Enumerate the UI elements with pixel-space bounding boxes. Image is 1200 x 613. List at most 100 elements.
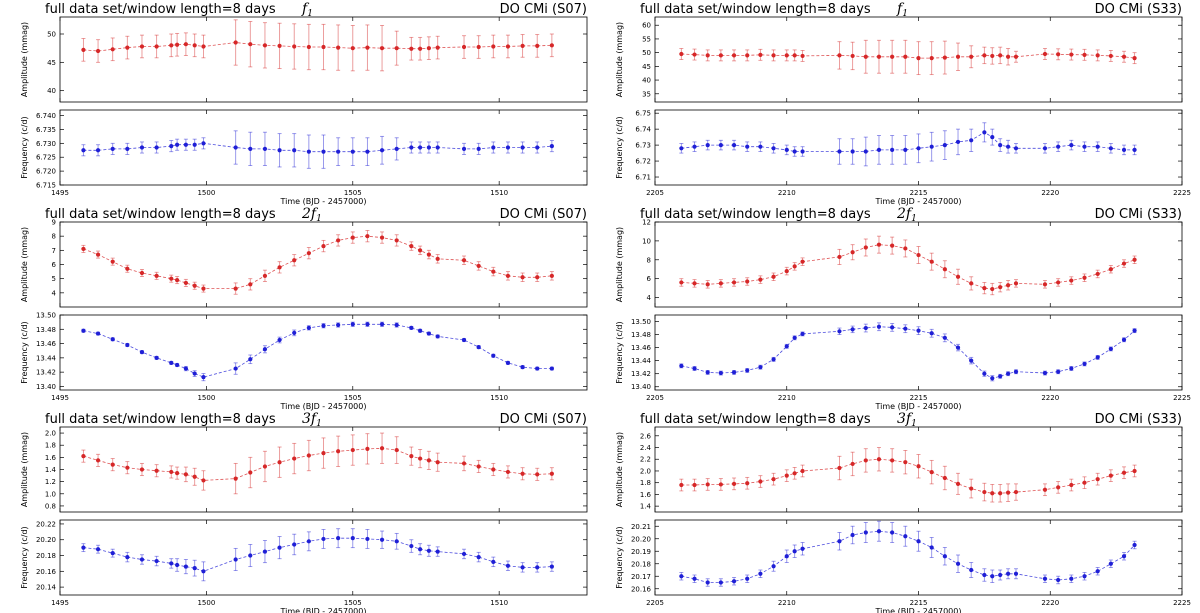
harmonic-coefficient: 3 — [897, 411, 906, 427]
amplitude-data-point — [969, 281, 974, 286]
amplitude-ytick-label: 0.8 — [45, 502, 56, 510]
frequency-ytick-label: 13.44 — [36, 354, 57, 362]
frequency-data-point — [418, 328, 423, 333]
amplitude-data-point — [705, 282, 710, 287]
frequency-data-point — [110, 146, 115, 151]
frequency-data-point — [792, 335, 797, 340]
amplitude-ylabel: Amplitude (mmag) — [20, 227, 29, 302]
frequency-data-point — [183, 142, 188, 147]
amplitude-data-point — [491, 467, 496, 472]
amplitude-ylabel: Amplitude (mmag) — [615, 22, 624, 97]
xlabel: Time (BJD - 2457000) — [875, 607, 962, 613]
amplitude-ylabel: Amplitude (mmag) — [20, 432, 29, 507]
amplitude-data-point — [758, 479, 763, 484]
frequency-ytick-label: 6.720 — [36, 168, 56, 176]
amplitude-data-point — [418, 456, 423, 461]
amplitude-series-line — [681, 53, 1135, 59]
frequency-data-point — [863, 530, 868, 535]
star-label: DO CMi (S07) — [500, 207, 587, 222]
amplitude-panel: 0.8 1.0 1.2 1.4 1.6 1.8 2.0 Amplitude (mmag) — [20, 426, 588, 513]
amplitude-data-point — [394, 46, 399, 51]
frequency-data-point — [731, 143, 737, 148]
frequency-data-point — [942, 554, 947, 559]
frequency-ytick-label: 13.40 — [631, 383, 651, 391]
amplitude-data-point — [505, 273, 511, 278]
amplitude-data-point — [81, 454, 86, 459]
amplitude-data-point — [277, 460, 282, 465]
xtick-label: 1500 — [197, 599, 215, 607]
frequency-data-point — [850, 532, 855, 538]
frequency-data-point — [1132, 147, 1137, 152]
amplitude-data-point — [81, 47, 86, 52]
star-label: DO CMi (S07) — [500, 412, 587, 427]
frequency-ytick-label: 13.48 — [36, 326, 56, 334]
amplitude-data-point — [110, 462, 115, 467]
amplitude-ylabel: Amplitude (mmag) — [615, 227, 624, 302]
frequency-ytick-label: 6.715 — [36, 182, 56, 190]
frequency-data-point — [784, 554, 789, 559]
amplitude-data-point — [998, 491, 1003, 496]
frequency-ylabel: Frequency (c/d) — [20, 526, 29, 588]
frequency-data-point — [125, 555, 130, 560]
xtick-label: 2215 — [910, 599, 928, 607]
amplitude-data-point — [876, 54, 882, 59]
xtick-label: 1510 — [490, 394, 508, 402]
amplitude-ytick-label: 2.0 — [640, 467, 651, 475]
xtick-label: 1505 — [344, 189, 362, 197]
harmonic-coefficient: 3 — [302, 411, 311, 427]
amplitude-data-point — [800, 468, 805, 474]
frequency-data-point — [1005, 144, 1011, 149]
chart-title: full data set/window length=8 days — [640, 207, 871, 222]
amplitude-data-point — [535, 43, 540, 49]
amplitude-data-point — [929, 259, 934, 264]
amplitude-data-point — [461, 44, 467, 50]
frequency-data-point — [95, 547, 101, 552]
frequency-data-point — [1069, 576, 1074, 581]
frequency-data-point — [998, 572, 1003, 578]
frequency-panel: 20.16 20.17 20.18 20.19 20.20 20.21 2205 2210 22… — [615, 519, 1191, 607]
frequency-data-point — [784, 147, 789, 152]
amplitude-data-point — [549, 273, 554, 278]
frequency-data-point — [784, 344, 789, 349]
frequency-data-point — [292, 330, 297, 335]
frequency-data-point — [418, 145, 423, 150]
frequency-data-point — [201, 569, 206, 574]
frequency-data-point — [292, 542, 297, 547]
amplitude-ytick-label: 2.6 — [640, 432, 652, 440]
frequency-data-point — [277, 337, 282, 343]
frequency-data-point — [139, 350, 145, 355]
xtick-label: 2205 — [646, 189, 664, 197]
amplitude-data-point — [942, 475, 947, 481]
frequency-ytick-label: 6.725 — [36, 154, 56, 162]
frequency-data-point — [890, 147, 895, 152]
frequency-data-point — [1108, 346, 1113, 352]
frequency-panel: 13.40 13.42 13.44 13.46 13.48 13.50 1495 1500 15… — [20, 312, 588, 402]
amplitude-data-point — [336, 45, 341, 50]
frequency-data-point — [890, 530, 895, 535]
frequency-data-point — [1013, 369, 1019, 374]
amplitude-data-point — [890, 54, 895, 59]
amplitude-data-point — [692, 482, 697, 488]
amplitude-data-point — [1121, 54, 1127, 59]
amplitude-data-point — [784, 473, 789, 478]
chart-block-3: full data set/window length=8 days 2f1 DO … — [20, 206, 588, 411]
amplitude-panel: 40 45 50 Amplitude (mmag) — [20, 16, 588, 103]
frequency-data-point — [792, 549, 797, 554]
amplitude-data-point — [692, 52, 697, 57]
frequency-data-point — [679, 146, 684, 151]
amplitude-data-point — [365, 234, 370, 239]
amplitude-data-point — [154, 468, 159, 473]
amplitude-data-point — [731, 53, 737, 58]
amplitude-data-point — [1013, 281, 1019, 286]
amplitude-data-point — [169, 469, 174, 475]
amplitude-data-point — [718, 53, 723, 58]
frequency-data-point — [903, 534, 908, 539]
frequency-data-point — [745, 576, 750, 581]
amplitude-data-point — [169, 276, 174, 281]
amplitude-data-point — [183, 280, 188, 286]
amplitude-data-point — [679, 51, 684, 57]
frequency-data-point — [183, 366, 188, 371]
frequency-data-point — [982, 572, 987, 578]
amplitude-data-point — [784, 53, 789, 58]
frequency-data-point — [277, 545, 282, 550]
